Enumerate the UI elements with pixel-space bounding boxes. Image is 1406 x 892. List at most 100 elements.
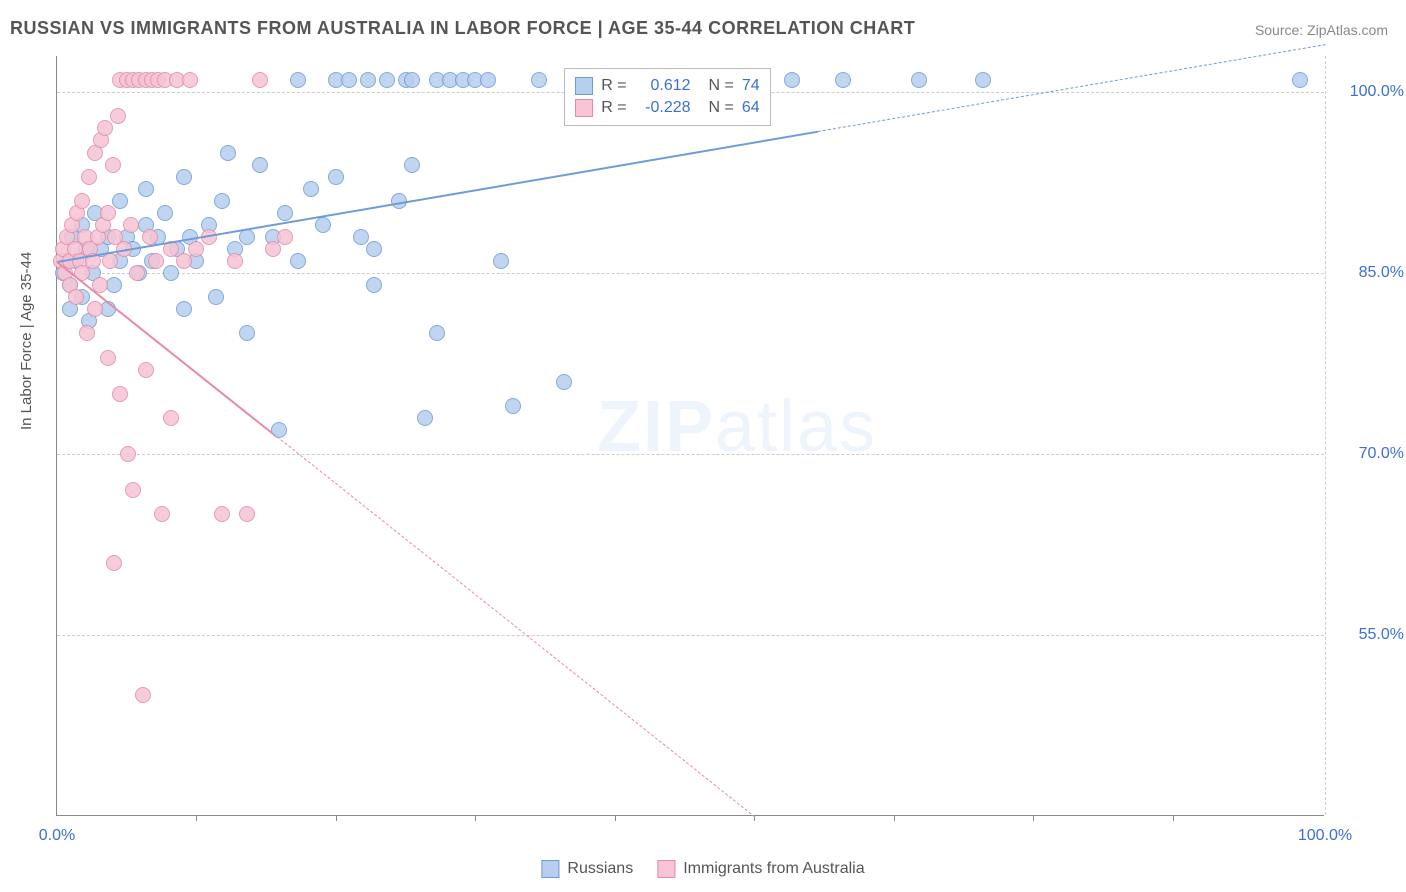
correlation-legend: R = 0.612 N = 74 R = -0.228 N = 64 [564, 68, 770, 126]
n-value: 74 [742, 77, 760, 95]
y-tick-label: 55.0% [1334, 626, 1404, 644]
x-tick [1033, 815, 1034, 821]
data-point [182, 72, 198, 88]
plot-area: ZIPatlas 55.0%70.0%85.0%100.0%0.0%100.0%… [56, 56, 1324, 816]
data-point [74, 193, 90, 209]
legend-label: Immigrants from Australia [683, 860, 864, 878]
data-point [531, 72, 547, 88]
data-point [1292, 72, 1308, 88]
data-point [100, 350, 116, 366]
data-point [417, 410, 433, 426]
data-point [105, 157, 121, 173]
data-point [97, 120, 113, 136]
data-point [252, 157, 268, 173]
data-point [315, 217, 331, 233]
data-point [975, 72, 991, 88]
data-point [68, 289, 84, 305]
data-point [79, 325, 95, 341]
data-point [379, 72, 395, 88]
r-value: 0.612 [635, 77, 691, 95]
data-point [239, 325, 255, 341]
data-point [493, 253, 509, 269]
source-label: Source: ZipAtlas.com [1255, 22, 1388, 38]
gridline-h [57, 273, 1324, 274]
data-point [265, 241, 281, 257]
data-point [290, 253, 306, 269]
data-point [784, 72, 800, 88]
data-point [112, 193, 128, 209]
trend-line-dashed [818, 44, 1325, 132]
data-point [303, 181, 319, 197]
data-point [341, 72, 357, 88]
data-point [404, 72, 420, 88]
r-label: R = [601, 99, 626, 117]
correlation-row: R = -0.228 N = 64 [575, 97, 759, 119]
data-point [81, 169, 97, 185]
legend-bottom: Russians Immigrants from Australia [541, 860, 864, 878]
x-tick [615, 815, 616, 821]
data-point [142, 229, 158, 245]
x-tick [475, 815, 476, 821]
data-point [239, 506, 255, 522]
data-point [106, 555, 122, 571]
data-point [208, 289, 224, 305]
x-tick [336, 815, 337, 821]
data-point [505, 398, 521, 414]
data-point [135, 687, 151, 703]
legend-swatch [575, 99, 593, 117]
n-value: 64 [742, 99, 760, 117]
correlation-row: R =0.612N =74 [575, 75, 759, 97]
gridline-h [57, 454, 1324, 455]
trend-line [57, 131, 818, 263]
data-point [87, 301, 103, 317]
data-point [176, 169, 192, 185]
x-tick-label: 0.0% [39, 827, 75, 845]
gridline-v [1325, 56, 1326, 815]
legend-item-russians: Russians [541, 860, 633, 878]
data-point [227, 253, 243, 269]
data-point [176, 253, 192, 269]
legend-label: Russians [567, 860, 633, 878]
data-point [429, 325, 445, 341]
legend-swatch [541, 860, 559, 878]
x-tick-label: 100.0% [1298, 827, 1352, 845]
data-point [835, 72, 851, 88]
data-point [328, 169, 344, 185]
data-point [112, 386, 128, 402]
data-point [220, 145, 236, 161]
data-point [360, 72, 376, 88]
data-point [163, 410, 179, 426]
trend-line [56, 261, 273, 434]
r-value: -0.228 [635, 99, 691, 117]
data-point [129, 265, 145, 281]
data-point [214, 506, 230, 522]
data-point [110, 108, 126, 124]
x-tick [196, 815, 197, 821]
data-point [102, 253, 118, 269]
data-point [480, 72, 496, 88]
legend-item-australia: Immigrants from Australia [657, 860, 864, 878]
r-label: R = [601, 77, 626, 95]
data-point [100, 205, 116, 221]
watermark: ZIPatlas [597, 386, 877, 468]
x-tick [1173, 815, 1174, 821]
y-tick-label: 85.0% [1334, 264, 1404, 282]
data-point [271, 422, 287, 438]
legend-swatch [657, 860, 675, 878]
data-point [106, 277, 122, 293]
data-point [556, 374, 572, 390]
y-tick-label: 70.0% [1334, 445, 1404, 463]
data-point [138, 181, 154, 197]
data-point [214, 193, 230, 209]
chart-title: RUSSIAN VS IMMIGRANTS FROM AUSTRALIA IN … [10, 18, 915, 39]
legend-swatch [575, 77, 593, 95]
data-point [138, 362, 154, 378]
data-point [911, 72, 927, 88]
data-point [154, 506, 170, 522]
data-point [148, 253, 164, 269]
trend-line-dashed [272, 433, 754, 817]
data-point [123, 217, 139, 233]
data-point [290, 72, 306, 88]
y-tick-label: 100.0% [1334, 83, 1404, 101]
n-label: N = [709, 99, 734, 117]
